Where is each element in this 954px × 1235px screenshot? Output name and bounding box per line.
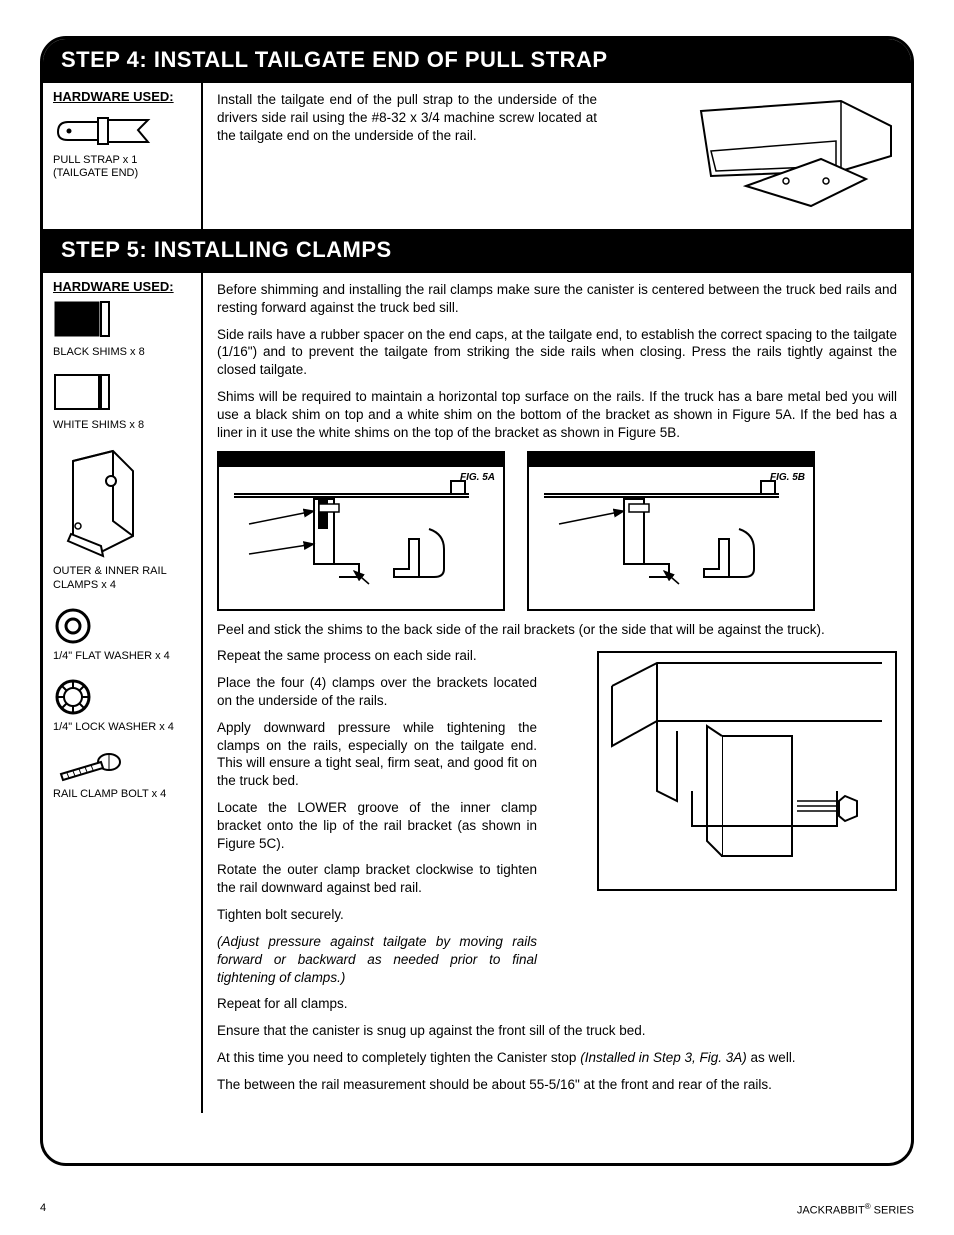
step4-text: Install the tailgate end of the pull str… <box>217 91 597 144</box>
step5-p2: Side rails have a rubber spacer on the e… <box>217 326 897 379</box>
page-footer: 4 JACKRABBIT® SERIES <box>40 1202 914 1217</box>
p14b: (Installed in Step 3, Fig. 3A) <box>580 1050 747 1065</box>
step5-p1: Before shimming and installing the rail … <box>217 281 897 317</box>
step5-p6: Place the four (4) clamps over the brack… <box>217 674 537 710</box>
step5-content: HARDWARE USED: BLACK SHIMS x 8 WHITE SHI… <box>43 273 911 1113</box>
hardware-used-title: HARDWARE USED: <box>53 89 195 104</box>
brand-label: JACKRABBIT® SERIES <box>797 1202 914 1217</box>
hw-label: 1/4" FLAT WASHER x 4 <box>53 650 195 663</box>
step4-illustration <box>691 83 911 229</box>
white-shim-icon <box>53 373 195 415</box>
page-frame: STEP 4: INSTALL TAILGATE END OF PULL STR… <box>40 36 914 1166</box>
step5-p9: Rotate the outer clamp bracket clockwise… <box>217 861 537 897</box>
hw-label: BLACK SHIMS x 8 <box>53 346 195 359</box>
p14a: At this time you need to completely tigh… <box>217 1050 580 1065</box>
hw-label: PULL STRAP x 1 (TAILGATE END) <box>53 154 195 180</box>
flat-washer-icon <box>53 606 195 646</box>
hw-lock-washer: 1/4" LOCK WASHER x 4 <box>53 677 195 734</box>
bolt-icon <box>53 748 195 784</box>
hw-rail-clamps: OUTER & INNER RAIL CLAMPS x 4 <box>53 446 195 591</box>
step5-p12: Repeat for all clamps. <box>217 995 897 1013</box>
figure-5b: FIG. 5B <box>527 451 815 611</box>
step5-p3: Shims will be required to maintain a hor… <box>217 388 897 441</box>
step5-p7: Apply downward pressure while tightening… <box>217 719 537 790</box>
hardware-used-title: HARDWARE USED: <box>53 279 195 294</box>
hw-pull-strap: PULL STRAP x 1 (TAILGATE END) <box>53 110 195 180</box>
hw-label: RAIL CLAMP BOLT x 4 <box>53 788 195 801</box>
lock-washer-icon <box>53 677 195 717</box>
figure-5c <box>597 651 897 891</box>
hw-label: WHITE SHIMS x 8 <box>53 419 195 432</box>
step5-body: Before shimming and installing the rail … <box>203 273 911 1113</box>
pull-strap-icon <box>53 110 195 150</box>
hw-white-shims: WHITE SHIMS x 8 <box>53 373 195 432</box>
step5-p10: Tighten bolt securely. <box>217 906 897 924</box>
brand-series: SERIES <box>871 1205 914 1217</box>
step5-header: STEP 5: INSTALLING CLAMPS <box>43 229 911 273</box>
step5-p15: The between the rail measurement should … <box>217 1076 897 1094</box>
step5-p14: At this time you need to completely tigh… <box>217 1049 897 1067</box>
figure-5a: FIG. 5A <box>217 451 505 611</box>
step5-p11: (Adjust pressure against tailgate by mov… <box>217 933 537 986</box>
step5-p4: Peel and stick the shims to the back sid… <box>217 621 897 639</box>
step4-hardware-col: HARDWARE USED: PULL STRAP x 1 (TAILGATE … <box>43 83 203 229</box>
step4-body: Install the tailgate end of the pull str… <box>203 83 691 229</box>
step4-header: STEP 4: INSTALL TAILGATE END OF PULL STR… <box>43 39 911 83</box>
hw-flat-washer: 1/4" FLAT WASHER x 4 <box>53 606 195 663</box>
hw-label: OUTER & INNER RAIL CLAMPS x 4 <box>53 565 195 591</box>
page-number: 4 <box>40 1202 46 1217</box>
figure-row: FIG. 5A <box>217 451 897 611</box>
black-shim-icon <box>53 300 195 342</box>
p14c: as well. <box>747 1050 796 1065</box>
step4-content: HARDWARE USED: PULL STRAP x 1 (TAILGATE … <box>43 83 911 229</box>
hw-black-shims: BLACK SHIMS x 8 <box>53 300 195 359</box>
brand-name: JACKRABBIT <box>797 1205 865 1217</box>
hw-clamp-bolt: RAIL CLAMP BOLT x 4 <box>53 748 195 801</box>
step5-p8: Locate the LOWER groove of the inner cla… <box>217 799 537 852</box>
hw-label: 1/4" LOCK WASHER x 4 <box>53 721 195 734</box>
rail-clamp-icon <box>53 446 195 561</box>
step5-p13: Ensure that the canister is snug up agai… <box>217 1022 897 1040</box>
step5-hardware-col: HARDWARE USED: BLACK SHIMS x 8 WHITE SHI… <box>43 273 203 1113</box>
